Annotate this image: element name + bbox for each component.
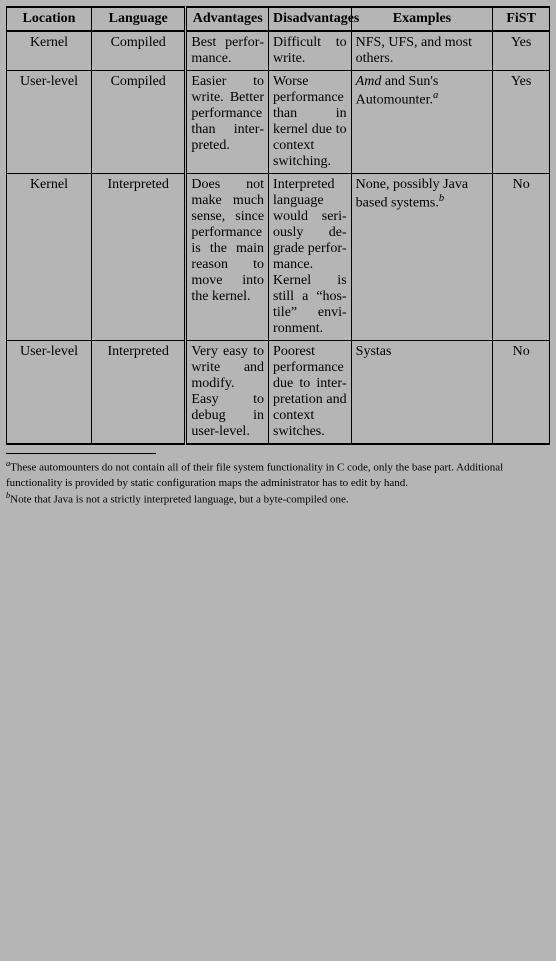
cell-disadvantages: Difficult to write. [269, 31, 352, 71]
cell-examples: Systas [351, 341, 493, 445]
cell-location: User-level [7, 71, 92, 174]
cell-location: Kernel [7, 174, 92, 341]
cell-fist: Yes [493, 31, 550, 71]
header-row: Location Language Advantages Disadvantag… [7, 7, 550, 31]
header-language: Language [91, 7, 185, 31]
footnotes: aThese automounters do not contain all o… [6, 453, 550, 508]
cell-advantages: Easier to write. Better perfor­mance tha… [186, 71, 269, 174]
cell-examples: Amd and Sun's Automounter.a [351, 71, 493, 174]
table-row: User-levelCompiledEasier to write. Bette… [7, 71, 550, 174]
table-row: KernelInterpretedDoes not make much sens… [7, 174, 550, 341]
cell-location: Kernel [7, 31, 92, 71]
cell-advantages: Best perfor­mance. [186, 31, 269, 71]
cell-advantages: Does not make much sense, since perfor­m… [186, 174, 269, 341]
cell-examples: None, possibly Java based sys­tems.b [351, 174, 493, 341]
header-examples: Examples [351, 7, 493, 31]
header-fist: FiST [493, 7, 550, 31]
header-advantages: Advantages [186, 7, 269, 31]
cell-disadvantages: Interpreted lan­guage would seri­ously d… [269, 174, 352, 341]
cell-language: Interpreted [91, 341, 185, 445]
cell-language: Compiled [91, 71, 185, 174]
table-row: KernelCompiledBest perfor­mance.Difficul… [7, 31, 550, 71]
table-row: User-levelInterpretedVery easy to write … [7, 341, 550, 445]
footnote-a: aThese automounters do not contain all o… [6, 458, 550, 490]
cell-fist: Yes [493, 71, 550, 174]
cell-examples: NFS, UFS, and most others. [351, 31, 493, 71]
cell-fist: No [493, 174, 550, 341]
cell-advantages: Very easy to write and modify. Easy to d… [186, 341, 269, 445]
footnote-b: bNote that Java is not a strictly interp… [6, 490, 550, 508]
comparison-table: Location Language Advantages Disadvantag… [6, 6, 550, 445]
table-body: KernelCompiledBest perfor­mance.Difficul… [7, 31, 550, 444]
header-disadvantages: Disadvantages [269, 7, 352, 31]
cell-disadvantages: Poorest perfor­mance due to inter­pre­ta… [269, 341, 352, 445]
cell-language: Interpreted [91, 174, 185, 341]
cell-disadvantages: Worse perfor­mance than in kernel due to… [269, 71, 352, 174]
header-location: Location [7, 7, 92, 31]
cell-fist: No [493, 341, 550, 445]
cell-language: Compiled [91, 31, 185, 71]
cell-location: User-level [7, 341, 92, 445]
